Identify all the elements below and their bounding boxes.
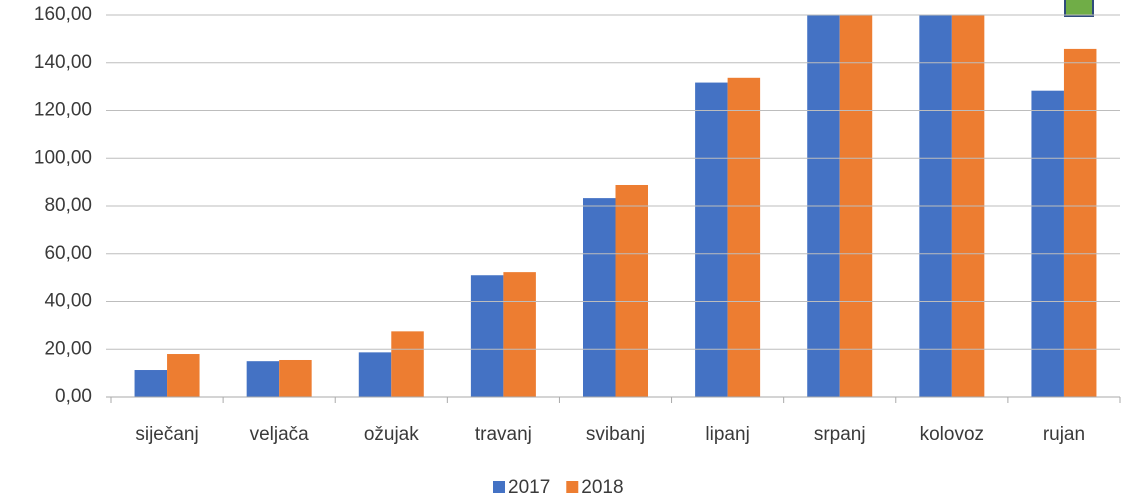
y-tick-label: 120,00 <box>34 100 92 121</box>
plot-area <box>134 15 1097 398</box>
x-tick-label: kolovoz <box>920 424 984 445</box>
x-tick-label: lipanj <box>705 424 749 445</box>
legend-label: 2018 <box>581 477 623 498</box>
x-tick-label: ožujak <box>364 424 419 445</box>
bar <box>727 77 761 397</box>
y-tick-label: 0,00 <box>55 386 92 407</box>
x-tick-label: rujan <box>1043 424 1085 445</box>
x-tick-label: srpanj <box>814 424 866 445</box>
x-tick-label: travanj <box>475 424 532 445</box>
legend-swatch <box>566 481 579 493</box>
bar <box>279 359 312 397</box>
bar <box>391 331 424 397</box>
bar <box>615 184 648 397</box>
legend-label: 2017 <box>508 477 550 498</box>
bar <box>1063 48 1097 398</box>
legend-swatch <box>493 481 505 493</box>
bar <box>839 15 873 397</box>
y-tick-label: 40,00 <box>44 291 92 312</box>
decoration-box <box>1064 0 1094 17</box>
bar <box>246 361 280 397</box>
y-tick-label: 160,00 <box>34 4 92 25</box>
bar <box>695 82 728 397</box>
bar <box>470 275 504 397</box>
bar <box>583 198 616 397</box>
x-tick-label: veljača <box>250 424 310 445</box>
y-tick-label: 20,00 <box>44 338 92 359</box>
bar <box>951 15 985 397</box>
x-tick-label: siječanj <box>135 424 198 445</box>
y-tick-label: 80,00 <box>44 195 92 216</box>
x-tick-label: svibanj <box>586 424 645 445</box>
bar <box>919 15 952 397</box>
bar <box>503 272 536 397</box>
bar <box>1031 90 1064 397</box>
y-tick-label: 140,00 <box>34 52 92 73</box>
y-tick-label: 60,00 <box>44 243 92 264</box>
bar <box>167 354 200 397</box>
bar <box>807 15 840 397</box>
y-tick-label: 100,00 <box>34 147 92 168</box>
bar <box>358 352 392 397</box>
bar <box>134 370 168 397</box>
